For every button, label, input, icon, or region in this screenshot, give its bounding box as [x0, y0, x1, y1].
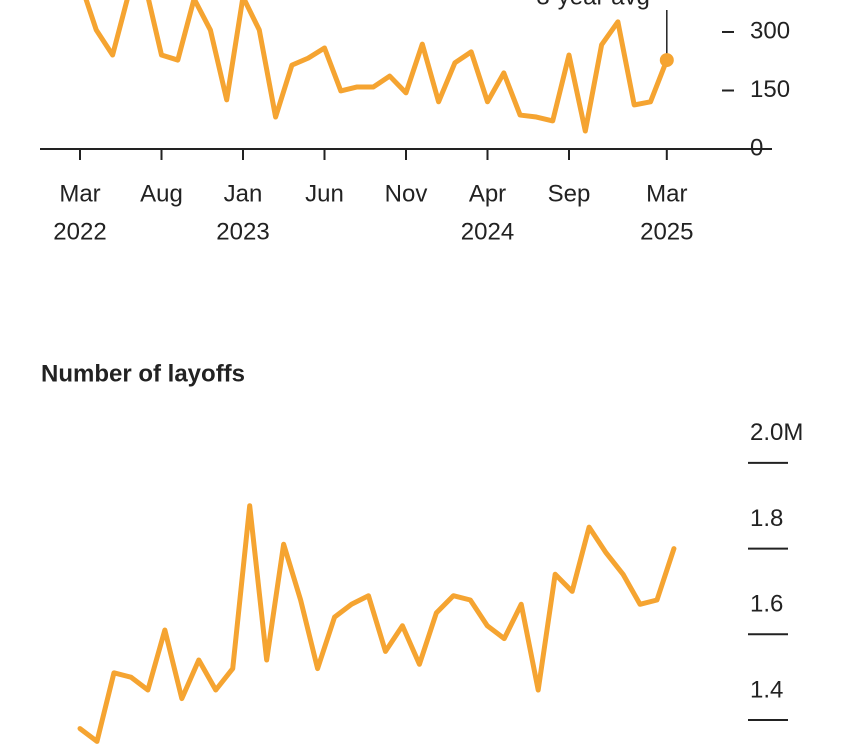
- x-tick-year: 2024: [461, 218, 514, 245]
- x-tick-label: Apr: [469, 180, 506, 207]
- y-tick-label: 300: [750, 17, 790, 44]
- data-line: [77, 503, 677, 744]
- data-line: [83, 0, 670, 134]
- y-tick-label: 1.8: [750, 505, 783, 532]
- end-dot: [659, 53, 674, 68]
- y-tick-label: 2.0M: [750, 419, 803, 446]
- annotation: 3-year avg: [536, 0, 649, 10]
- x-tick-label: Sep: [548, 180, 591, 207]
- x-tick-label: Jun: [305, 180, 344, 207]
- y-tick-label: 1.6: [750, 591, 783, 618]
- x-tick-label: Mar: [646, 180, 687, 207]
- y-tick-label: 150: [750, 76, 790, 103]
- y-tick-label: 1.4: [750, 676, 783, 703]
- x-tick-year: 2022: [53, 218, 106, 245]
- x-tick-label: Jan: [224, 180, 263, 207]
- x-tick-year: 2023: [216, 218, 269, 245]
- x-tick-label: Aug: [140, 180, 183, 207]
- x-tick-year: 2025: [640, 218, 693, 245]
- x-tick-label: Nov: [385, 180, 428, 207]
- x-tick-label: Mar: [59, 180, 100, 207]
- chart-title: Number of layoffs: [41, 360, 245, 387]
- y-tick-label: 0: [750, 134, 763, 161]
